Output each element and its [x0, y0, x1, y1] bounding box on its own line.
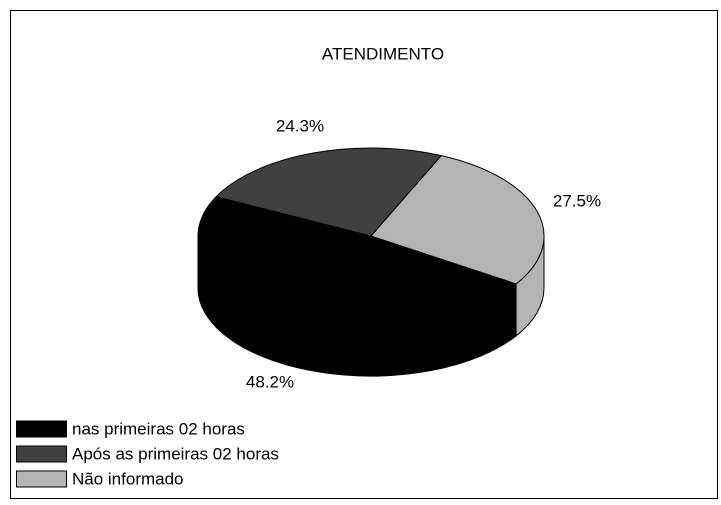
- legend-swatch: [16, 470, 67, 488]
- value-label: 24.3%: [276, 116, 324, 135]
- legend-label: Após as primeiras 02 horas: [72, 444, 279, 463]
- legend-label: nas primeiras 02 horas: [72, 419, 245, 438]
- slice: [370, 155, 545, 285]
- value-label: 27.5%: [553, 191, 601, 210]
- value-label: 48.2%: [246, 372, 294, 391]
- slice: [197, 196, 518, 325]
- slice: [215, 147, 443, 237]
- legend-swatch: [16, 445, 67, 463]
- chart-title: ATENDIMENTO: [322, 44, 444, 63]
- legend-label: Não informado: [72, 469, 184, 488]
- legend-swatch: [16, 420, 67, 438]
